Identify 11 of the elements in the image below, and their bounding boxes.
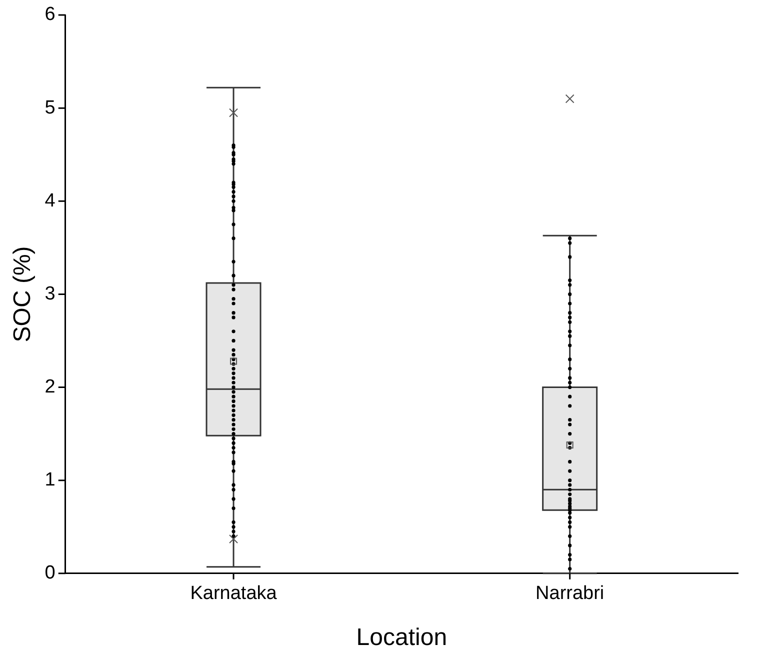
- x-axis-title: Location: [356, 624, 448, 652]
- y-tick-label: 2: [44, 376, 56, 398]
- y-tick-label: 3: [44, 283, 56, 304]
- y-tick-label: 0: [44, 562, 56, 584]
- x-tick-label: Karnataka: [190, 583, 278, 604]
- y-tick-label: 1: [44, 470, 56, 491]
- y-axis-title: SOC (%): [9, 246, 36, 342]
- y-tick-label: 6: [44, 4, 56, 26]
- x-tick-label: Narrabri: [536, 583, 604, 604]
- y-tick-label: 5: [44, 97, 56, 118]
- y-tick-label: 4: [44, 190, 56, 212]
